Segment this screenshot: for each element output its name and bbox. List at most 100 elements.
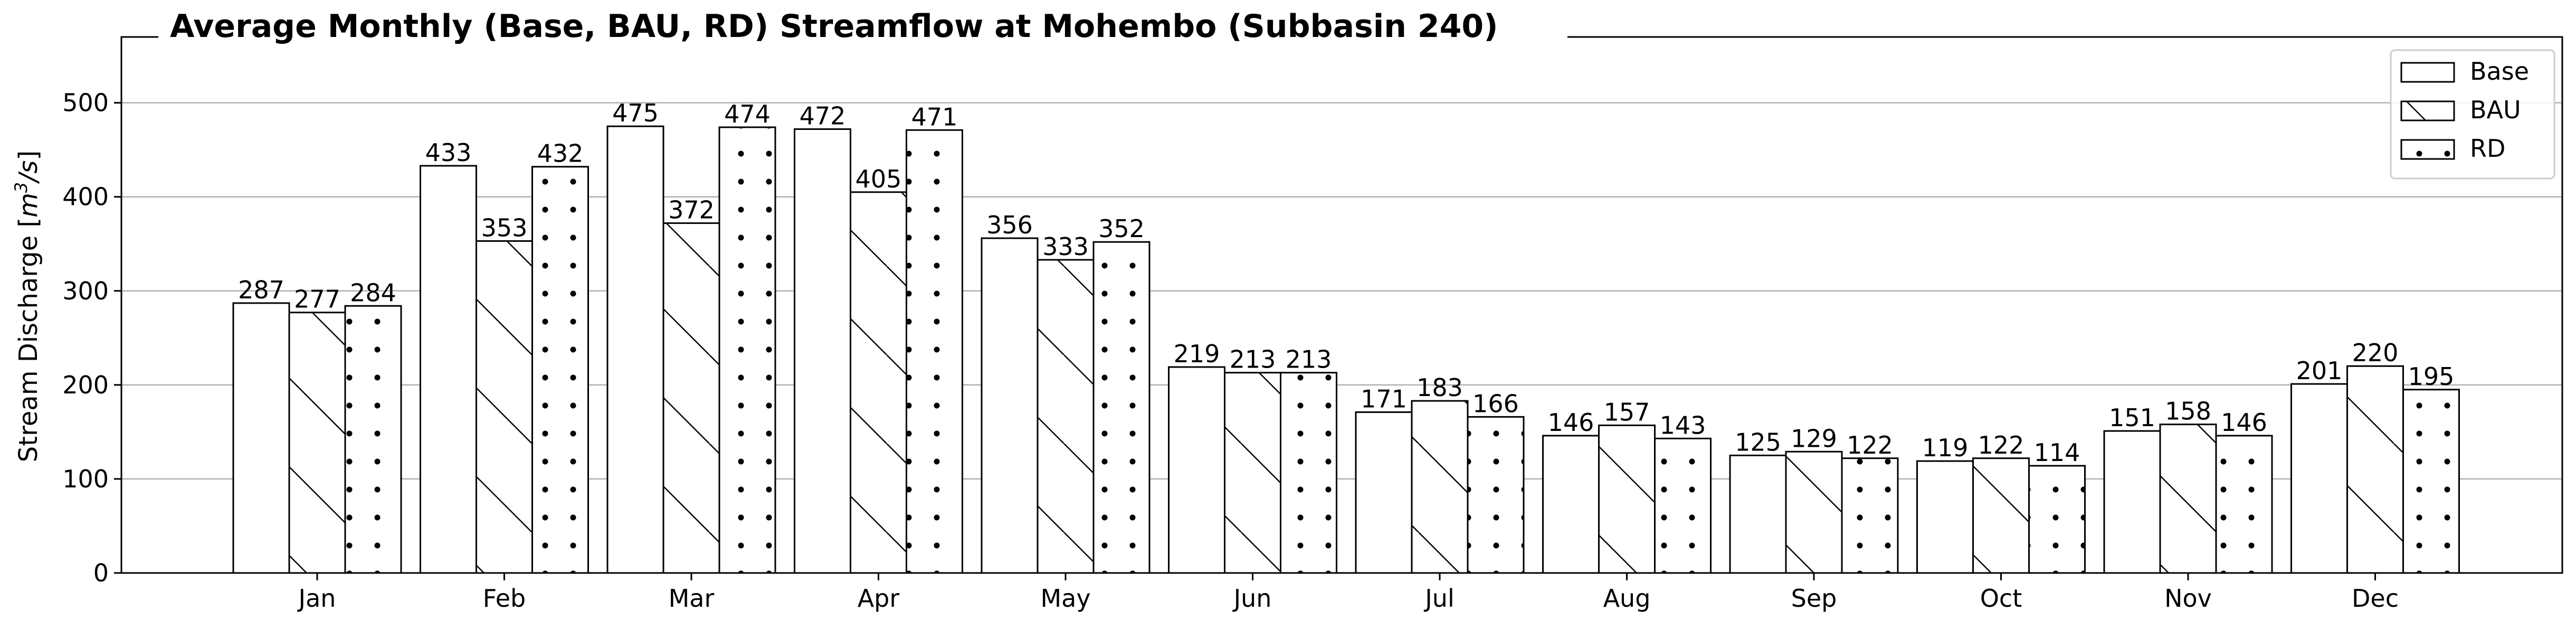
bars xyxy=(232,125,2460,574)
legend-label-rd: RD xyxy=(2470,134,2505,163)
value-labels: 287 433 475 472 356 219 171 146 125 119 151 201 277 3… xyxy=(238,99,2454,467)
bar-bau xyxy=(662,222,720,574)
y-tick-label: 0 xyxy=(93,559,109,587)
bar-base xyxy=(1542,435,1600,574)
x-tick-label: Jul xyxy=(1423,584,1455,613)
bar-rd xyxy=(2215,435,2273,574)
y-axis-label: Stream Discharge [m3/s] xyxy=(11,151,43,462)
value-label: 125 xyxy=(1735,428,1781,456)
value-label: 432 xyxy=(537,139,584,168)
bar-rd xyxy=(718,126,776,574)
value-label: 201 xyxy=(2296,356,2343,385)
legend-label-bau: BAU xyxy=(2470,96,2521,124)
y-tick-label: 200 xyxy=(62,371,109,399)
bar-rd xyxy=(2402,389,2460,574)
value-label: 474 xyxy=(724,100,771,128)
x-tick-label: Dec xyxy=(2352,584,2399,613)
bar-rd xyxy=(1841,457,1899,574)
x-tick-label: Jan xyxy=(297,584,336,613)
value-label: 353 xyxy=(481,213,528,242)
y-tick-label: 100 xyxy=(62,465,109,493)
bar-base xyxy=(420,165,477,574)
bar-bau xyxy=(2346,365,2404,574)
x-tick-label: Jun xyxy=(1232,584,1272,613)
chart-title-background xyxy=(158,11,1567,48)
value-label: 166 xyxy=(1472,389,1519,418)
bar-base xyxy=(794,128,851,574)
value-label: 405 xyxy=(856,165,902,193)
value-label: 122 xyxy=(1847,431,1893,459)
bar-bau xyxy=(1411,400,1469,574)
value-label: 356 xyxy=(986,211,1033,239)
value-label: 151 xyxy=(2109,403,2155,432)
value-label: 472 xyxy=(800,102,846,130)
bar-bau xyxy=(1972,457,2030,574)
bar-bau xyxy=(1224,372,1281,574)
value-label: 277 xyxy=(294,285,340,314)
bar-base xyxy=(606,125,664,574)
bar-bau xyxy=(1598,424,1656,574)
value-label: 352 xyxy=(1098,214,1145,243)
value-label: 213 xyxy=(1286,345,1332,374)
value-label: 119 xyxy=(1922,434,1969,462)
bar-bau xyxy=(476,240,533,574)
legend: Base BAU RD xyxy=(2390,49,2555,180)
value-label: 157 xyxy=(1604,398,1650,426)
value-label: 471 xyxy=(911,102,958,131)
bar-base xyxy=(232,302,290,574)
value-label: 146 xyxy=(2221,408,2267,437)
bar-bau xyxy=(850,191,907,574)
bar-rd xyxy=(1467,416,1525,574)
value-label: 158 xyxy=(2165,397,2211,426)
bar-base xyxy=(1916,460,1974,574)
bar-bau xyxy=(2159,424,2217,574)
bar-bau xyxy=(1785,450,1843,574)
value-label: 372 xyxy=(668,196,715,224)
y-tick-label: 400 xyxy=(62,183,109,211)
y-axis-label-close: ] xyxy=(14,151,43,161)
bar-base xyxy=(2103,430,2161,574)
chart-title: Average Monthly (Base, BAU, RD) Streamfl… xyxy=(170,8,1498,45)
value-label: 183 xyxy=(1417,373,1463,402)
bar-rd xyxy=(906,129,963,574)
y-axis-label-unit-exp: 3 xyxy=(11,182,31,193)
value-label: 333 xyxy=(1042,232,1089,261)
value-label: 433 xyxy=(425,138,472,167)
value-label: 143 xyxy=(1660,411,1706,439)
legend-label-base: Base xyxy=(2470,57,2529,86)
x-tick-label: Feb xyxy=(483,584,526,613)
x-tick-label: May xyxy=(1040,584,1090,613)
bar-bau xyxy=(1037,259,1095,574)
bar-rd xyxy=(344,305,402,574)
bar-rd xyxy=(1092,241,1151,574)
axes: 0 100 200 300 400 500 Jan Feb Mar Apr May Jun Jul Aug… xyxy=(62,36,2563,613)
bar-base xyxy=(2290,383,2348,574)
bar-base xyxy=(1168,366,1225,574)
bar-rd xyxy=(1654,437,1712,574)
bar-rd xyxy=(2028,465,2086,574)
y-axis-label-unit-m: m xyxy=(14,193,43,218)
y-tick-label: 500 xyxy=(62,89,109,117)
value-label: 213 xyxy=(1230,345,1276,374)
value-label: 475 xyxy=(612,99,659,127)
value-label: 287 xyxy=(238,276,284,304)
x-tick-label: Nov xyxy=(2164,584,2212,613)
x-tick-label: Aug xyxy=(1603,584,1651,613)
value-label: 284 xyxy=(350,278,396,307)
value-label: 195 xyxy=(2408,362,2455,391)
y-axis-label-unit-rest: /s xyxy=(14,161,43,184)
value-label: 146 xyxy=(1548,408,1594,437)
bar-base xyxy=(1355,411,1413,574)
bar-rd xyxy=(531,166,589,574)
bar-base xyxy=(981,237,1039,574)
x-tick-label: Mar xyxy=(669,584,715,613)
legend-swatch-rd xyxy=(2400,139,2455,160)
value-label: 220 xyxy=(2352,338,2399,367)
legend-swatch-base xyxy=(2400,62,2455,83)
value-label: 122 xyxy=(1978,431,2024,459)
value-label: 129 xyxy=(1791,424,1837,453)
x-tick-label: Apr xyxy=(858,584,900,613)
value-label: 114 xyxy=(2034,438,2080,467)
bar-rd xyxy=(1280,372,1337,574)
